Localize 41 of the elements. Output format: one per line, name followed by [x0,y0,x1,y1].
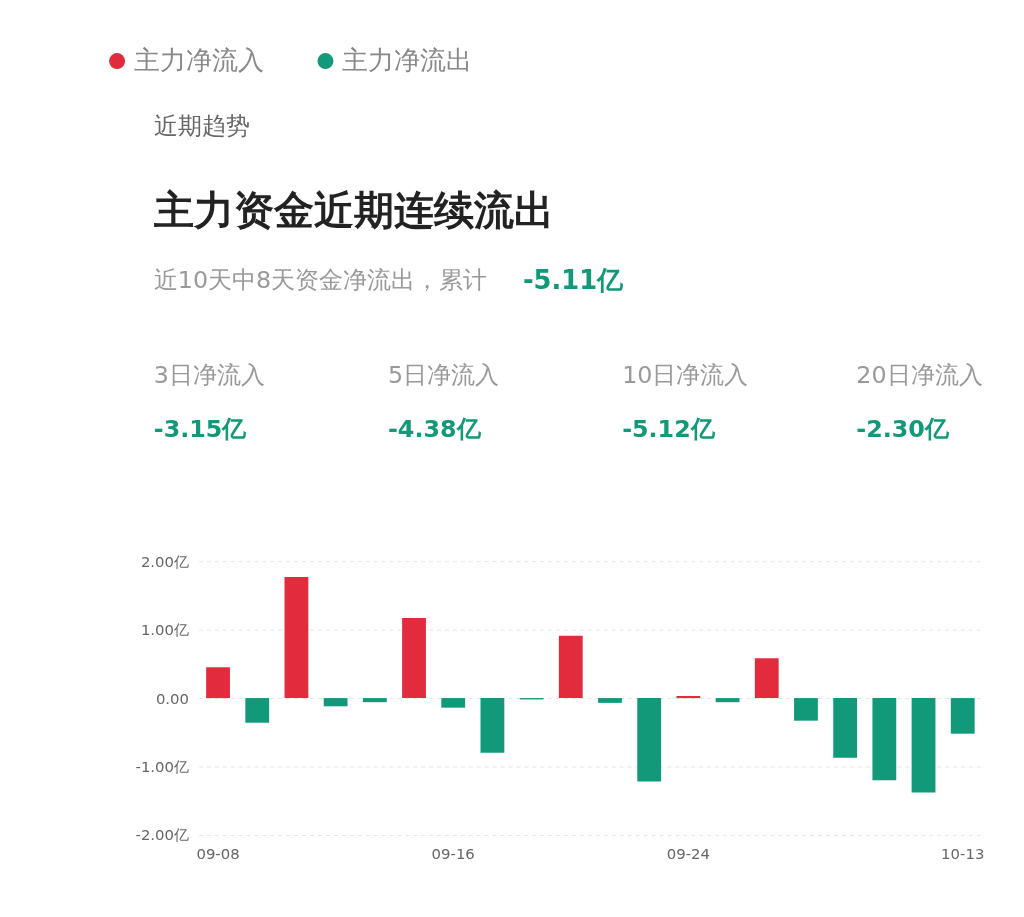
text: 近10天中8天资金净流出，累计 -5.11亿 [153,265,624,296]
legend-label: 主力净流入 [133,45,264,75]
bar [245,698,270,723]
text: 近期趋势 [153,112,250,141]
bar [402,617,426,699]
y-tick-label: -1.00亿 [135,758,190,776]
bar [911,698,936,793]
y-tick-label: -2.00亿 [135,826,190,845]
bar [833,698,858,758]
bar [480,698,505,753]
bar [676,696,701,699]
bar [284,576,309,699]
legend-label: 主力净流出 [342,45,473,75]
x-tick-label: 09-08 [196,845,240,864]
bar [794,698,818,721]
chart-title: 主力资金近期连续流出 [152,186,554,233]
y-tick-label: 1.00亿 [140,621,190,640]
y-tick-label: 0.00 [155,689,190,708]
bar [323,698,348,707]
bar [206,667,230,699]
text: 5日净流入 [387,360,500,389]
bar [558,635,583,699]
bar [637,698,662,782]
text: 20日净流入 [856,360,983,389]
x-tick-label: 10-13 [941,845,985,864]
x-tick-label: 09-16 [431,845,475,864]
bar [362,698,387,703]
text: -2.30亿 [856,415,950,444]
text: -5.12亿 [622,415,716,444]
text: -4.38亿 [387,415,482,444]
text: 3日净流入 [153,360,265,389]
x-tick-label: 09-24 [666,845,710,864]
bar [950,698,975,734]
bar [441,698,466,708]
y-tick-label: 2.00亿 [140,552,190,571]
bar [715,698,740,703]
text: 10日净流入 [622,360,749,389]
bar [872,698,897,781]
text: -3.15亿 [153,415,248,444]
bar [598,698,622,703]
bar [754,658,779,699]
